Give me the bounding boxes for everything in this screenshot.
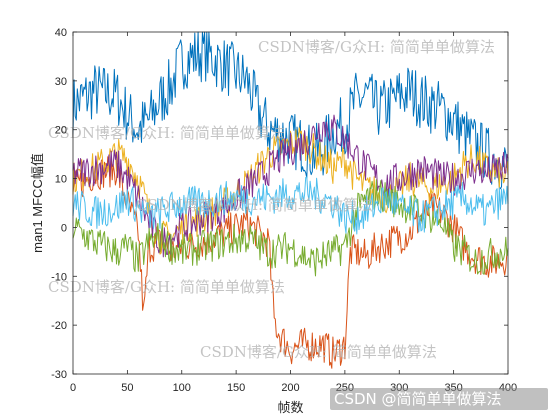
y-axis-label: man1 MFCC幅值 bbox=[30, 153, 45, 253]
watermark-text: CSDN博客/G众H: 简简单单做算法 bbox=[48, 278, 285, 296]
series-line-5 bbox=[72, 179, 509, 277]
series-line-2 bbox=[72, 152, 509, 369]
corner-watermark-background bbox=[330, 388, 548, 410]
x-axis-label: 帧数 bbox=[277, 400, 303, 415]
y-tick-label: -30 bbox=[51, 369, 67, 381]
x-tick-label: 100 bbox=[173, 382, 191, 394]
x-tick-label: 200 bbox=[281, 382, 299, 394]
y-tick-label: 10 bbox=[55, 174, 67, 186]
y-tick-label: 30 bbox=[55, 76, 67, 88]
watermark-layer: CSDN博客/G众H: 简简单单做算法 CSDN博客/G众H: 简简单单做算法 CS… bbox=[48, 38, 495, 361]
corner-watermark: CSDN @简简单单做算法 bbox=[330, 388, 548, 410]
watermark-text: CSDN博客/G众H: 简简单单做算法 bbox=[258, 38, 495, 56]
y-tick-label: 0 bbox=[61, 222, 67, 234]
series-line-3 bbox=[72, 127, 509, 255]
corner-watermark-text: CSDN @简简单单做算法 bbox=[334, 390, 502, 408]
series-line-1 bbox=[72, 31, 509, 190]
y-tick-label: 40 bbox=[55, 27, 67, 39]
watermark-text: CSDN博客/G众H: 简简单单做算法 bbox=[48, 124, 285, 142]
x-tick-label: 0 bbox=[70, 382, 76, 394]
x-tick-label: 50 bbox=[121, 382, 133, 394]
y-tick-label: -10 bbox=[51, 271, 67, 283]
series-layer bbox=[72, 31, 509, 369]
watermark-text: CSDN博客/G众H: 简简单单做算法 bbox=[200, 343, 437, 361]
y-tick-label: -20 bbox=[51, 320, 67, 332]
watermark-text: CSDN博客/G众H: 简简单单做算法 bbox=[136, 196, 373, 214]
series-line-6 bbox=[72, 176, 509, 235]
x-tick-label: 150 bbox=[227, 382, 245, 394]
y-tick-label: 20 bbox=[55, 125, 67, 137]
